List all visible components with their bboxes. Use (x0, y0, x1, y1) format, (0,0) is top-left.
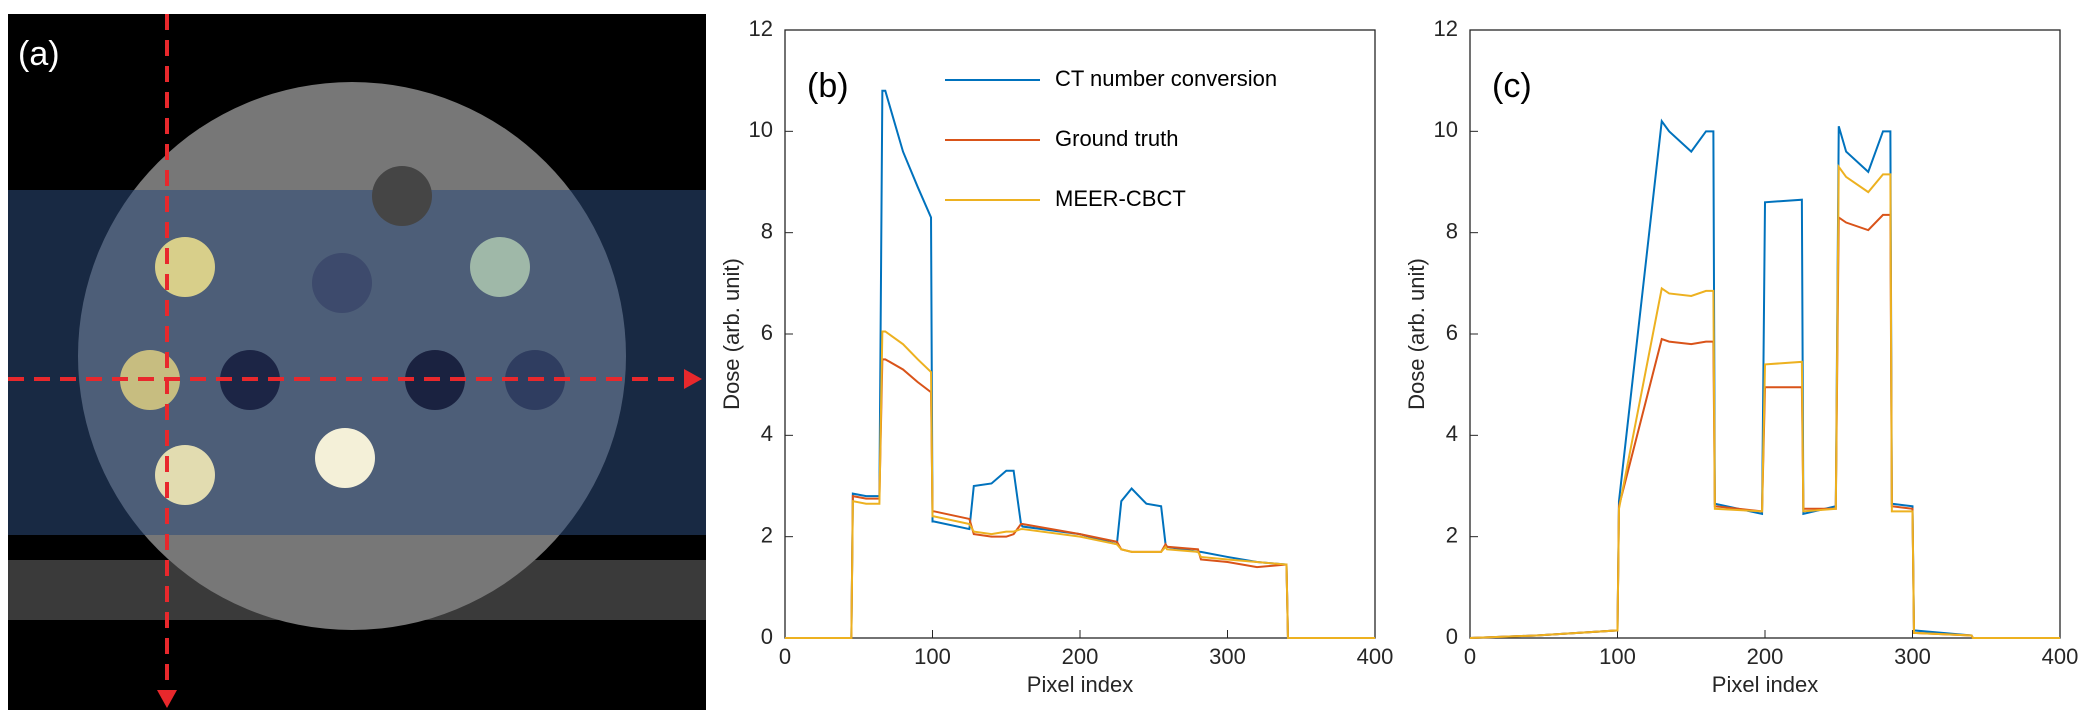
x-tick-label: 100 (914, 644, 951, 669)
y-tick-label: 6 (1446, 320, 1458, 345)
panel-label: (c) (1492, 67, 1532, 105)
y-tick-label: 2 (1446, 522, 1458, 547)
x-tick-label: 0 (779, 644, 791, 669)
arrow-head (684, 369, 702, 389)
y-tick-label: 8 (1446, 218, 1458, 243)
y-tick-label: 12 (749, 16, 773, 41)
x-tick-label: 300 (1209, 644, 1246, 669)
image-panel (8, 14, 706, 710)
x-tick-label: 200 (1062, 644, 1099, 669)
y-tick-label: 10 (1434, 117, 1458, 142)
insert (155, 445, 215, 505)
x-axis-label: Pixel index (1712, 672, 1818, 697)
x-tick-label: 400 (2042, 644, 2079, 669)
y-axis-label: Dose (arb. unit) (1404, 258, 1429, 410)
insert (312, 253, 372, 313)
y-tick-label: 6 (761, 320, 773, 345)
arrow-head (157, 690, 177, 708)
insert (470, 237, 530, 297)
x-axis-label: Pixel index (1027, 672, 1133, 697)
data-line (785, 330, 1375, 639)
y-tick-label: 0 (1446, 624, 1458, 649)
x-tick-label: 200 (1747, 644, 1784, 669)
x-tick-label: 400 (1357, 644, 1394, 669)
legend-label: CT number conversion (1055, 66, 1277, 91)
y-tick-label: 4 (1446, 421, 1458, 446)
y-axis-label: Dose (arb. unit) (719, 258, 744, 410)
data-line (1469, 118, 2060, 639)
y-tick-label: 12 (1434, 16, 1458, 41)
x-tick-label: 0 (1464, 644, 1476, 669)
legend-label: Ground truth (1055, 126, 1179, 151)
y-tick-label: 2 (761, 522, 773, 547)
data-line (1469, 163, 2060, 639)
plot-area (784, 29, 1376, 639)
insert (155, 237, 215, 297)
y-tick-label: 4 (761, 421, 773, 446)
y-tick-label: 0 (761, 624, 773, 649)
insert (372, 166, 432, 226)
legend-label: MEER-CBCT (1055, 186, 1186, 211)
x-tick-label: 300 (1894, 644, 1931, 669)
y-tick-label: 10 (749, 117, 773, 142)
y-tick-label: 8 (761, 218, 773, 243)
panel-label: (b) (807, 67, 849, 105)
plot-area (1469, 29, 2061, 639)
insert (315, 428, 375, 488)
x-tick-label: 100 (1599, 644, 1636, 669)
panel-label: (a) (18, 35, 60, 73)
